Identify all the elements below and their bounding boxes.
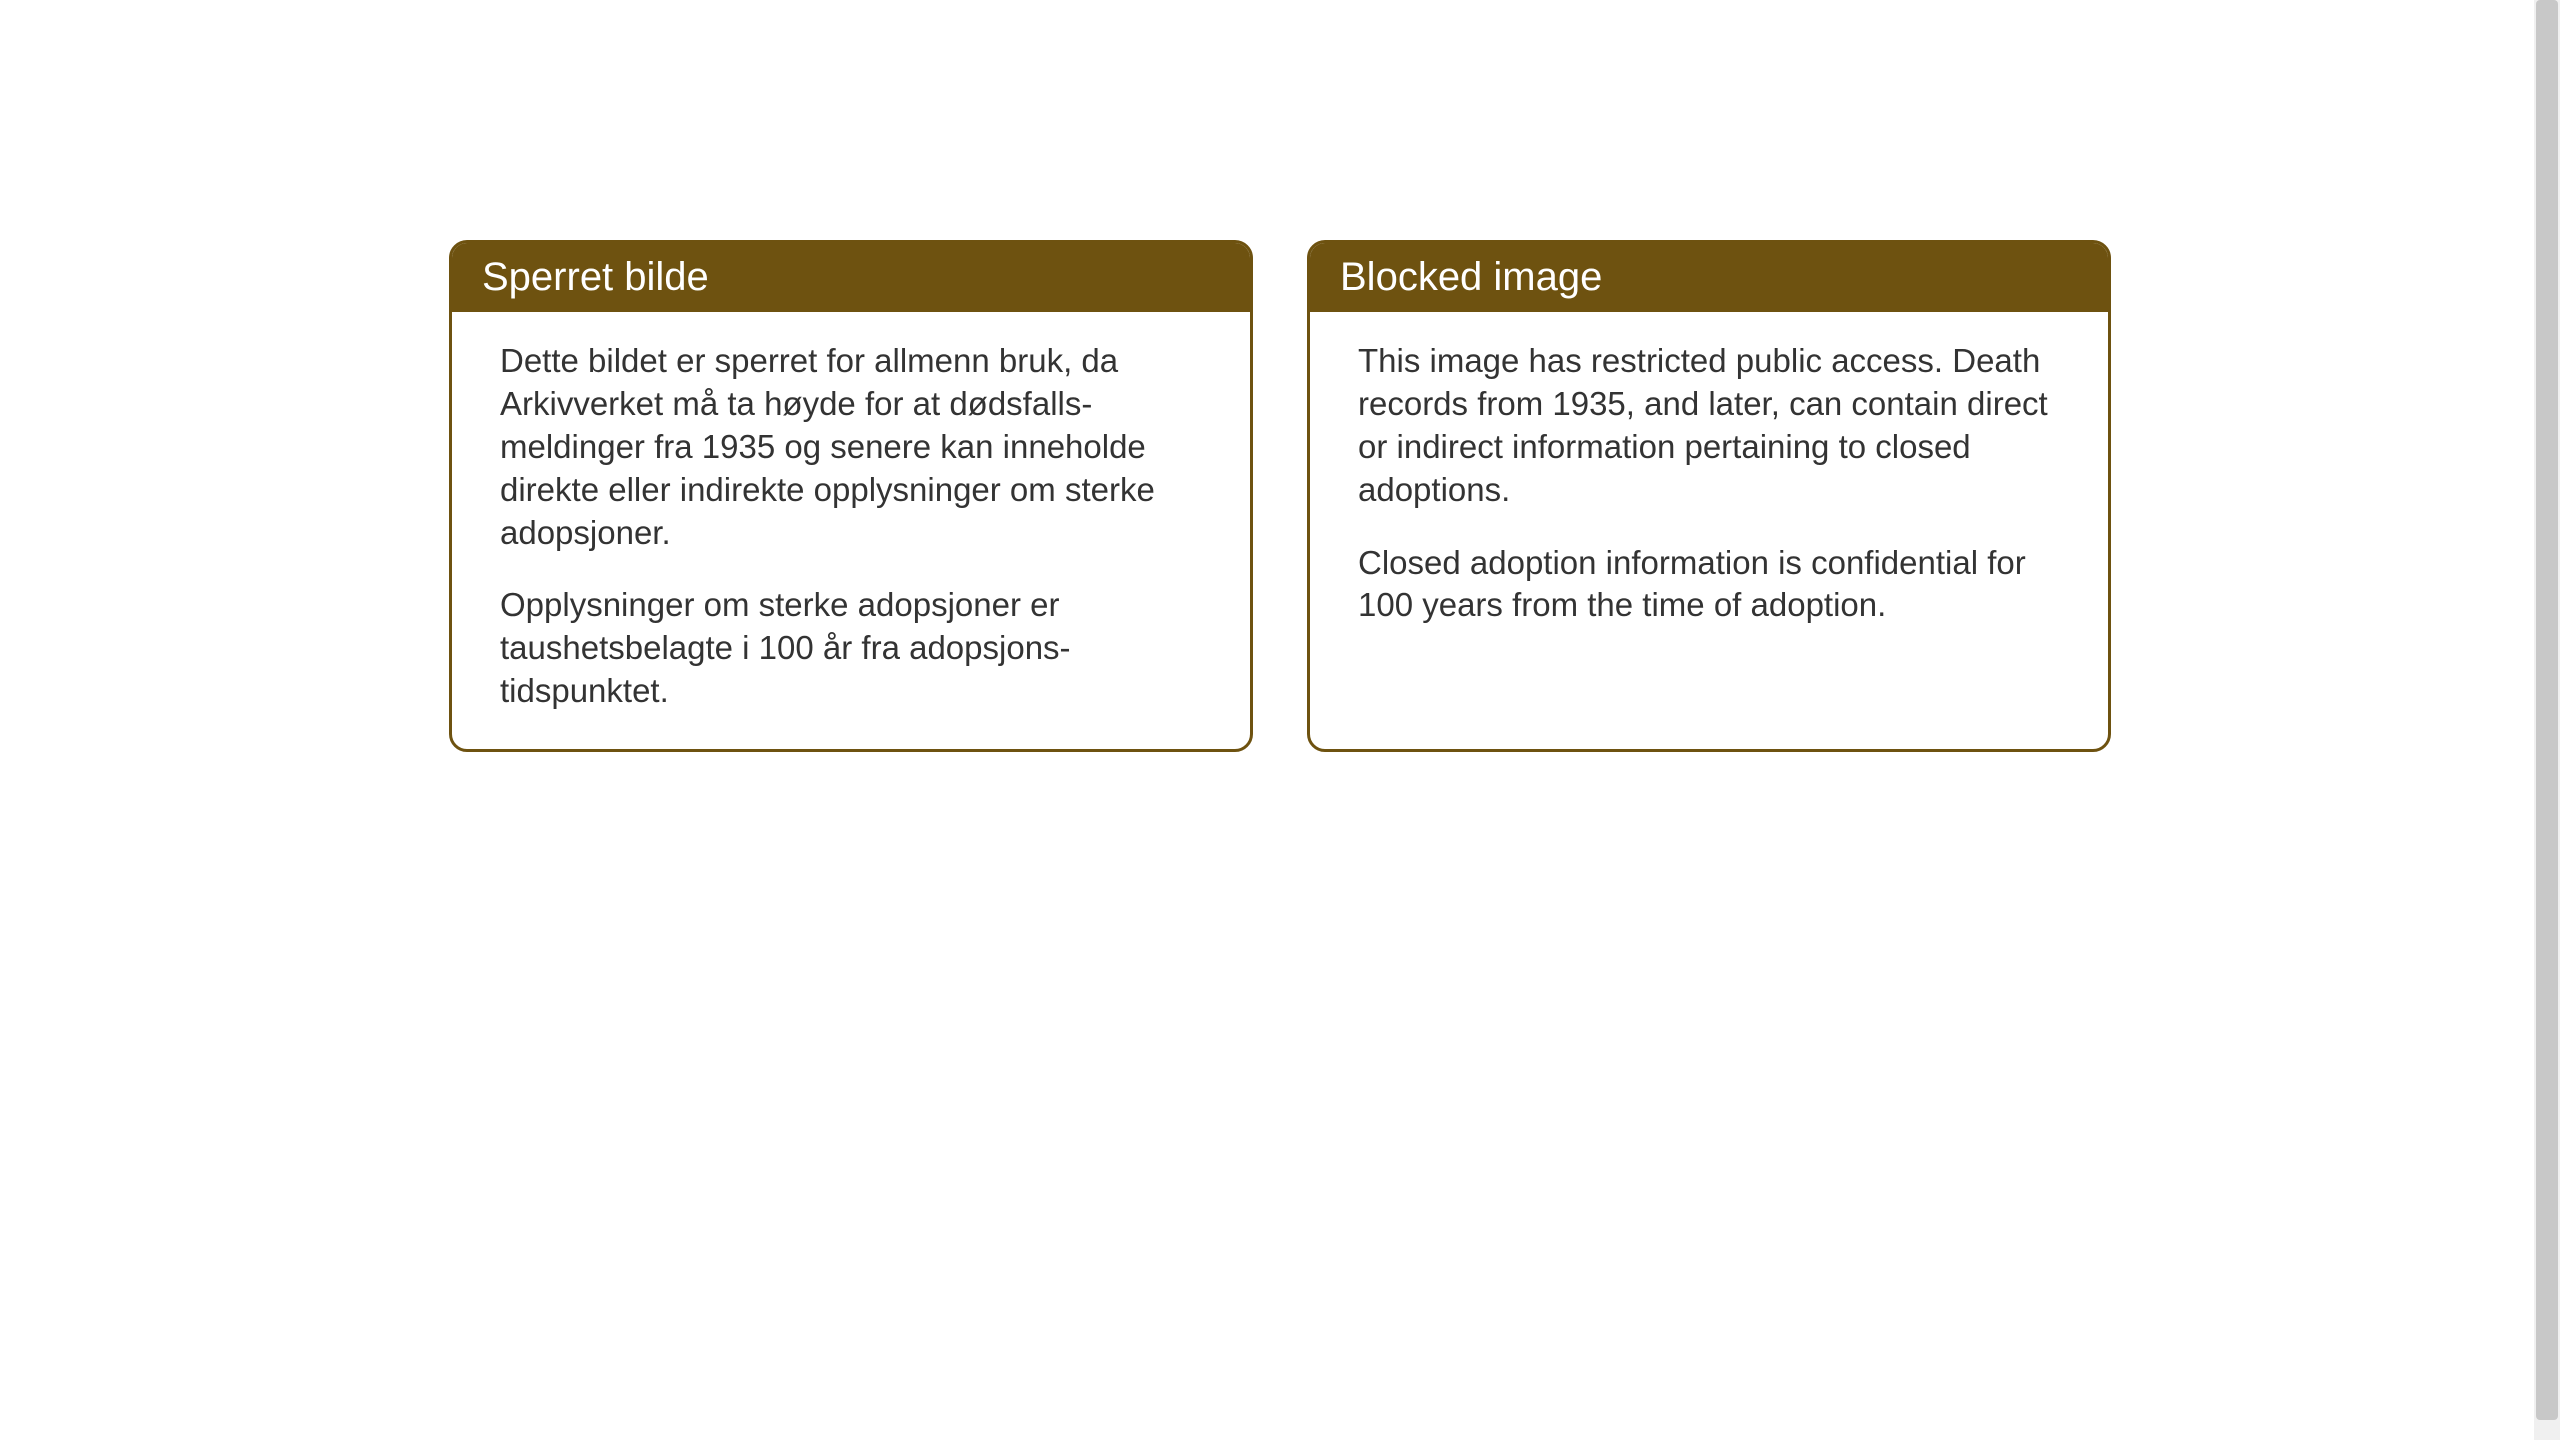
card-paragraph: This image has restricted public access.…: [1358, 340, 2060, 512]
notice-card-english: Blocked image This image has restricted …: [1307, 240, 2111, 752]
scrollbar-thumb[interactable]: [2536, 0, 2558, 1420]
card-body: Dette bildet er sperret for allmenn bruk…: [452, 312, 1250, 749]
card-paragraph: Dette bildet er sperret for allmenn bruk…: [500, 340, 1202, 554]
card-body: This image has restricted public access.…: [1310, 312, 2108, 712]
card-paragraph: Closed adoption information is confident…: [1358, 542, 2060, 628]
card-header: Blocked image: [1310, 243, 2108, 312]
notice-card-norwegian: Sperret bilde Dette bildet er sperret fo…: [449, 240, 1253, 752]
card-title: Blocked image: [1340, 255, 1602, 299]
notice-container: Sperret bilde Dette bildet er sperret fo…: [449, 240, 2111, 752]
card-header: Sperret bilde: [452, 243, 1250, 312]
scrollbar-track[interactable]: [2534, 0, 2560, 1440]
card-title: Sperret bilde: [482, 255, 709, 299]
card-paragraph: Opplysninger om sterke adopsjoner er tau…: [500, 584, 1202, 713]
